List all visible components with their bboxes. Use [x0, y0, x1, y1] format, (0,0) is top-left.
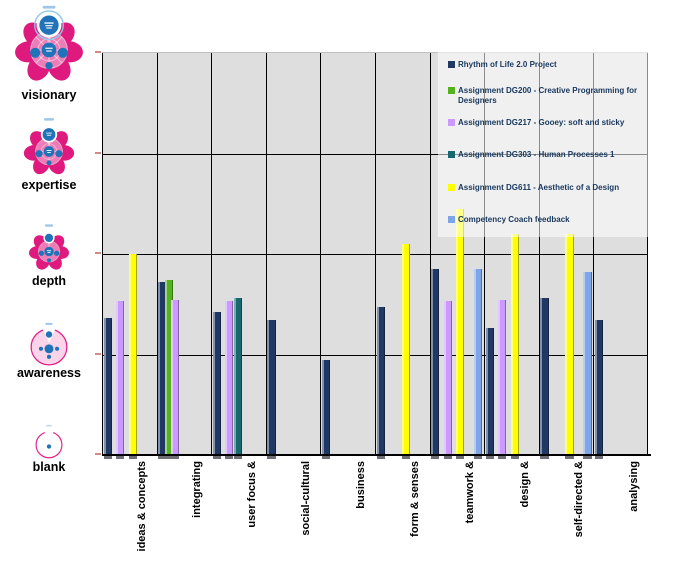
legend-item: Competency Coach feedback — [438, 215, 648, 225]
bar — [474, 269, 483, 459]
y-axis-tick — [95, 51, 101, 53]
competency-flower-visionary-icon — [15, 5, 83, 81]
bar — [128, 254, 138, 459]
legend-swatch-icon — [448, 87, 455, 94]
x-axis-line — [102, 454, 651, 456]
x-axis-label: form & senses — [409, 461, 422, 537]
competency-flower-expertise-icon — [23, 118, 75, 175]
x-axis-label: business — [354, 461, 367, 509]
bar — [485, 328, 495, 459]
bar — [225, 301, 234, 459]
x-axis-label: design & — [518, 461, 531, 508]
bar — [456, 208, 465, 460]
legend-swatch-icon — [448, 151, 455, 158]
legend-item: Assignment DG303 - Human Processes 1 — [438, 150, 648, 160]
y-level-label-blank: blank — [32, 460, 66, 474]
y-axis-tick — [95, 151, 101, 154]
competency-circle-awareness-icon — [30, 322, 68, 366]
y-level-label-expertise: expertise — [21, 178, 77, 192]
y-level-label-depth: depth — [31, 274, 67, 288]
x-axis-label: self-directed & — [573, 461, 586, 538]
bar — [116, 301, 125, 459]
x-axis-label: analysing — [627, 461, 640, 512]
legend-item: Assignment DG611 - Aesthetic of a Design — [438, 183, 648, 193]
legend-swatch-icon — [448, 61, 455, 68]
gridline-horizontal — [102, 254, 648, 255]
legend-label: Competency Coach feedback — [458, 215, 570, 224]
y-axis-tick — [95, 453, 101, 455]
bar — [498, 300, 507, 459]
legend-label: Assignment DG611 - Aesthetic of a Design — [458, 183, 620, 192]
bar — [170, 300, 180, 459]
gridline-horizontal — [102, 354, 648, 356]
x-axis-label: social-cultural — [300, 461, 313, 536]
y-axis-tick — [95, 252, 101, 254]
bar — [233, 298, 243, 459]
y-level-label-visionary: visionary — [21, 88, 77, 102]
bar — [212, 312, 222, 459]
bar — [431, 269, 440, 459]
x-axis-label: integrating — [190, 461, 203, 518]
bar — [443, 301, 453, 459]
bar — [540, 298, 549, 459]
legend-swatch-icon — [448, 184, 455, 191]
bar — [401, 243, 411, 460]
legend-item: Rhythm of Life 2.0 Project — [438, 60, 648, 70]
bar — [103, 318, 113, 459]
gridline-horizontal — [102, 153, 648, 155]
bar — [565, 233, 574, 460]
legend-swatch-icon — [448, 119, 455, 126]
bar — [510, 233, 520, 460]
legend-label: Assignment DG303 - Human Processes 1 — [458, 150, 615, 159]
plot-area — [102, 52, 651, 460]
y-axis-tick — [95, 352, 101, 355]
competency-level-column: visionary — [0, 0, 98, 585]
y-level-label-awareness: awareness — [17, 366, 81, 380]
bar — [321, 359, 331, 460]
x-axis-label: user focus & — [245, 461, 258, 528]
legend-label: Rhythm of Life 2.0 Project — [458, 60, 557, 69]
bar — [267, 320, 276, 459]
legend-item: Assignment DG200 - Creative Programming … — [438, 86, 648, 105]
competency-flower-depth-icon — [28, 224, 70, 270]
bar — [594, 320, 604, 459]
legend-item: Assignment DG217 - Gooey: soft and stick… — [438, 118, 648, 128]
bar — [583, 272, 592, 459]
legend: Rhythm of Life 2.0 Project Assignment DG2… — [438, 46, 648, 237]
legend-label: Assignment DG217 - Gooey: soft and stick… — [458, 118, 625, 127]
legend-swatch-icon — [448, 216, 455, 223]
x-axis-label: teamwork & — [463, 461, 476, 524]
competency-circle-blank-icon — [35, 424, 63, 459]
x-axis-label: ideas & concepts — [136, 461, 149, 552]
legend-label: Assignment DG200 - Creative Programming … — [458, 86, 638, 105]
bar — [376, 307, 386, 459]
